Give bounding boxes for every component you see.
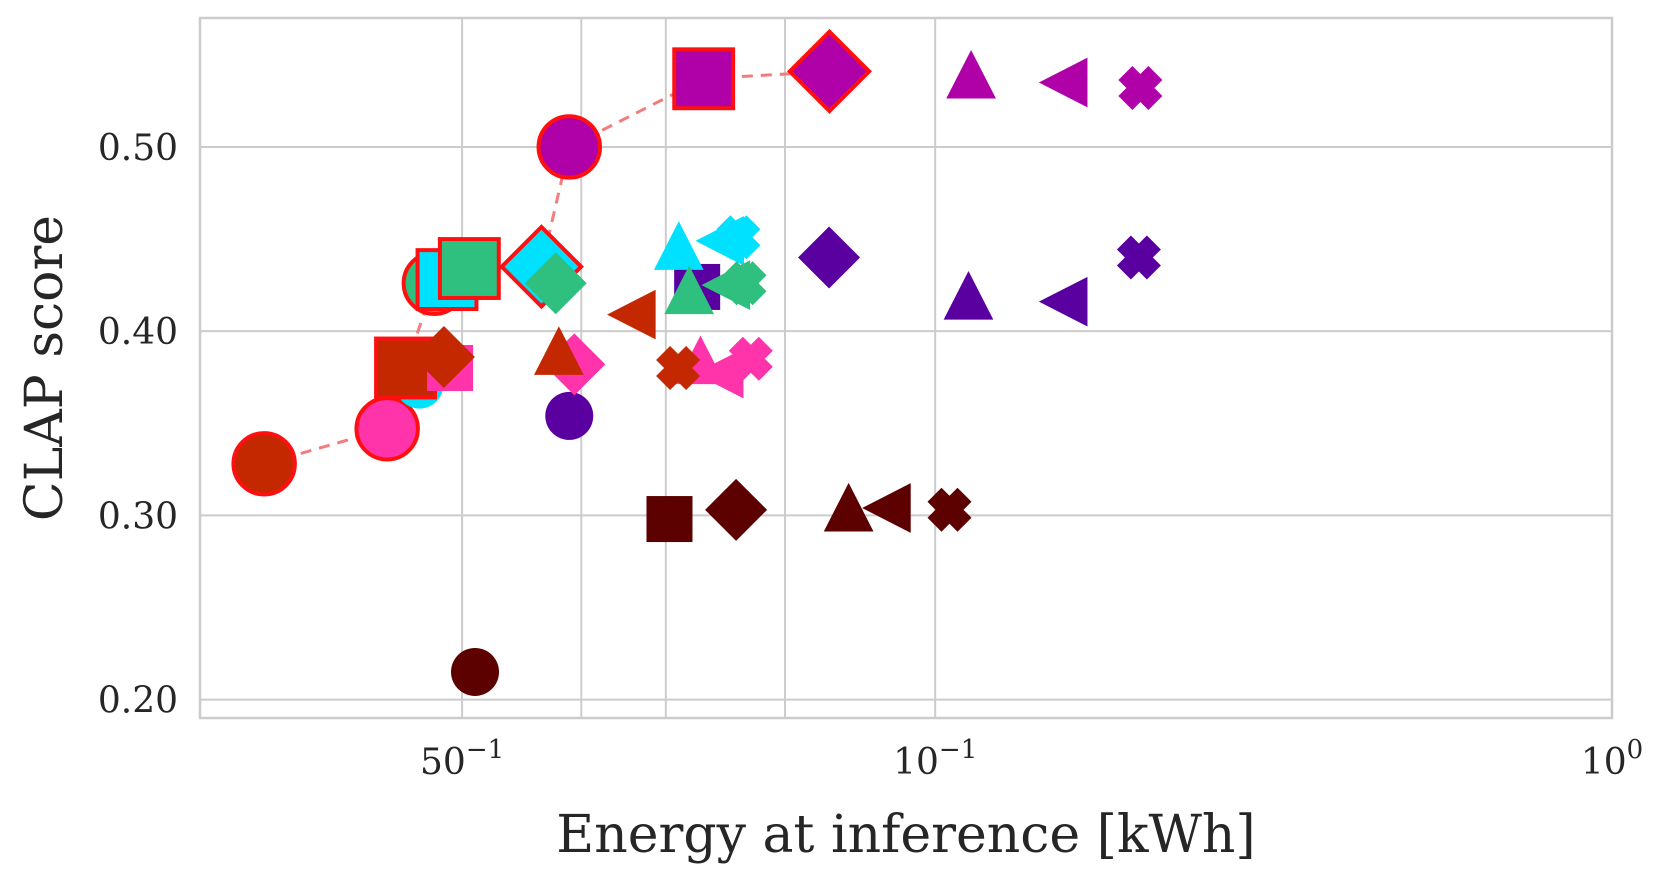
square-marker-magenta-pareto — [672, 47, 736, 111]
circle-marker-pink-pareto — [354, 396, 420, 462]
x-tick-label: 100 — [1581, 735, 1643, 783]
x-marker-magenta — [1118, 66, 1163, 110]
y-tick-label: 0.20 — [98, 681, 178, 722]
x-marker-pink — [728, 336, 773, 381]
circle-marker-magenta-pareto — [536, 114, 602, 180]
circle-marker-orange-red-pareto — [231, 431, 297, 497]
triangle-left-marker-pink — [694, 348, 744, 399]
circle-marker-indigo — [545, 391, 594, 440]
triangle-left-marker-magenta — [1038, 57, 1088, 108]
triangle-marker-orange-red — [534, 326, 584, 375]
triangle-marker-darkred — [823, 482, 874, 532]
x-tick-label: 50−1 — [420, 735, 504, 783]
plot-frame — [198, 16, 1614, 720]
triangle-marker-cyan — [653, 221, 704, 270]
y-tick-label: 0.30 — [98, 496, 178, 537]
triangle-left-marker-indigo — [1038, 276, 1088, 327]
x-marker-indigo — [1116, 235, 1161, 280]
diamond-marker-orange-red — [412, 325, 475, 388]
diamond-marker-indigo — [798, 226, 861, 289]
x-tick-labels: 50−1 10−1 100 — [420, 735, 1643, 783]
x-tick-label: 10−1 — [893, 735, 977, 783]
triangle-left-marker-orange-red — [607, 289, 656, 340]
y-tick-label: 0.40 — [98, 312, 178, 353]
y-axis-label: CLAP score — [15, 215, 75, 521]
diamond-marker-green — [524, 252, 587, 315]
square-marker-darkred — [646, 496, 693, 543]
x-marker-cyan — [716, 215, 761, 260]
diamond-marker-darkred — [705, 478, 768, 541]
triangle-marker-indigo — [943, 271, 994, 320]
square-marker-green-pareto — [437, 237, 501, 300]
x-marker-darkred — [927, 487, 972, 532]
data-points — [231, 28, 1163, 696]
triangle-marker-green — [664, 265, 714, 315]
triangle-marker-magenta — [946, 49, 996, 99]
y-tick-label: 0.50 — [98, 128, 178, 169]
circle-marker-darkred — [451, 647, 500, 696]
diamond-marker-magenta-pareto — [786, 28, 872, 114]
triangle-left-marker-darkred — [862, 483, 911, 533]
x-marker-orange-red — [656, 346, 701, 390]
x-axis-label: Energy at inference [kWh] — [556, 805, 1255, 865]
y-tick-labels: 0.20 0.30 0.40 0.50 — [98, 128, 178, 722]
x-marker-green — [722, 261, 767, 306]
